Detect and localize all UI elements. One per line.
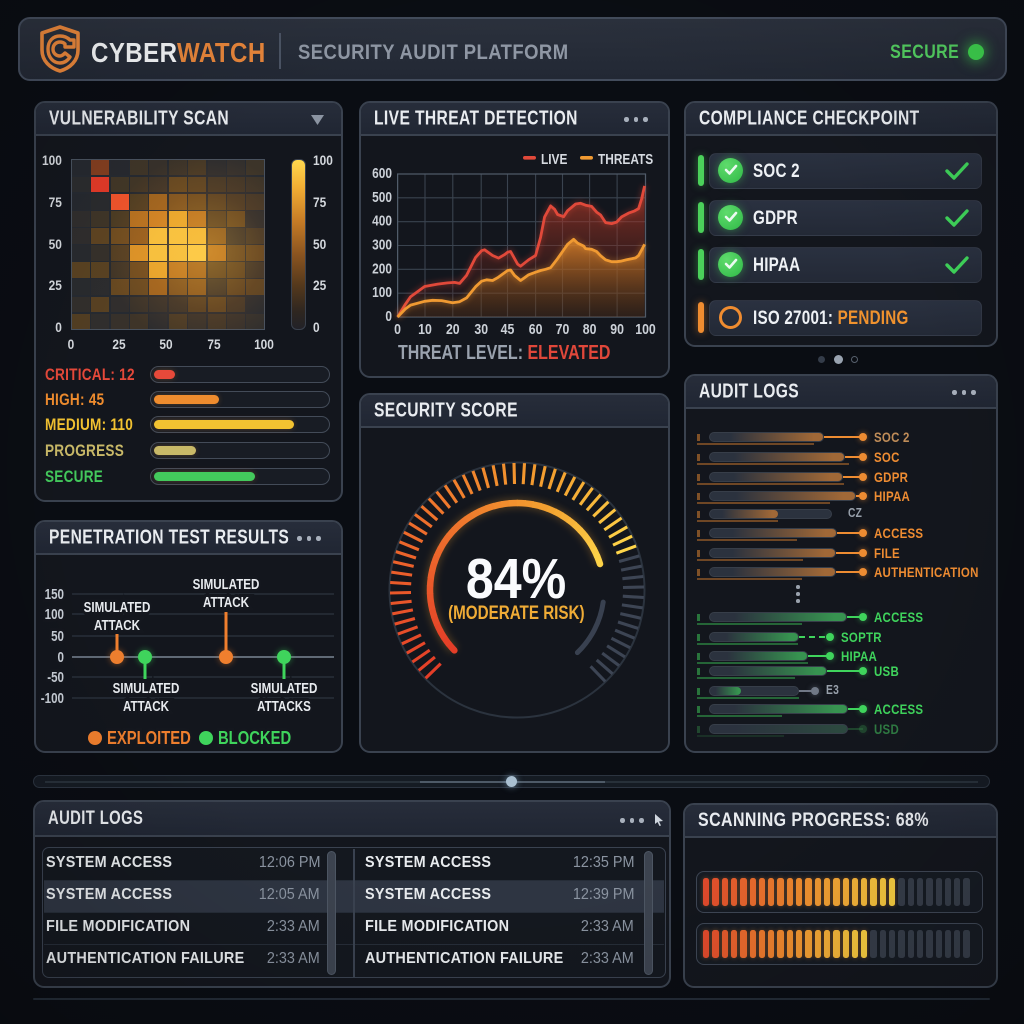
svg-text:100: 100 <box>45 606 64 623</box>
svg-text:BLOCKED: BLOCKED <box>218 727 291 748</box>
svg-text:100: 100 <box>635 321 656 337</box>
svg-text:SIMULATED: SIMULATED <box>113 680 180 697</box>
svg-text:0: 0 <box>394 321 401 337</box>
svg-text:45: 45 <box>501 321 515 337</box>
svg-text:-100: -100 <box>41 690 64 707</box>
svg-text:ATTACK: ATTACK <box>94 617 140 634</box>
svg-text:0: 0 <box>58 649 64 666</box>
svg-text:ATTACK: ATTACK <box>123 698 169 715</box>
svg-text:100: 100 <box>372 284 392 300</box>
svg-text:300: 300 <box>372 236 392 252</box>
svg-text:600: 600 <box>372 165 392 181</box>
svg-text:70: 70 <box>556 321 570 337</box>
svg-text:LIVE: LIVE <box>541 151 568 167</box>
svg-text:20: 20 <box>446 321 460 337</box>
svg-text:SIMULATED: SIMULATED <box>251 680 318 697</box>
svg-text:0: 0 <box>385 308 392 324</box>
svg-text:30: 30 <box>474 321 488 337</box>
svg-text:EXPLOITED: EXPLOITED <box>107 727 191 748</box>
svg-text:200: 200 <box>372 260 392 276</box>
svg-text:ATTACK: ATTACK <box>203 594 249 611</box>
svg-text:50: 50 <box>51 628 64 645</box>
svg-text:400: 400 <box>372 213 392 229</box>
svg-text:ATTACKS: ATTACKS <box>257 698 311 715</box>
svg-text:90: 90 <box>610 321 624 337</box>
svg-text:THREATS: THREATS <box>598 151 653 167</box>
svg-text:60: 60 <box>529 321 543 337</box>
svg-text:-50: -50 <box>47 669 64 686</box>
svg-text:THREAT LEVEL: ELEVATED: THREAT LEVEL: ELEVATED <box>398 341 610 363</box>
svg-text:SIMULATED: SIMULATED <box>193 576 260 593</box>
svg-text:150: 150 <box>45 586 64 603</box>
svg-text:SIMULATED: SIMULATED <box>84 599 151 616</box>
svg-text:500: 500 <box>372 189 392 205</box>
svg-text:80: 80 <box>583 321 597 337</box>
svg-text:10: 10 <box>418 321 432 337</box>
